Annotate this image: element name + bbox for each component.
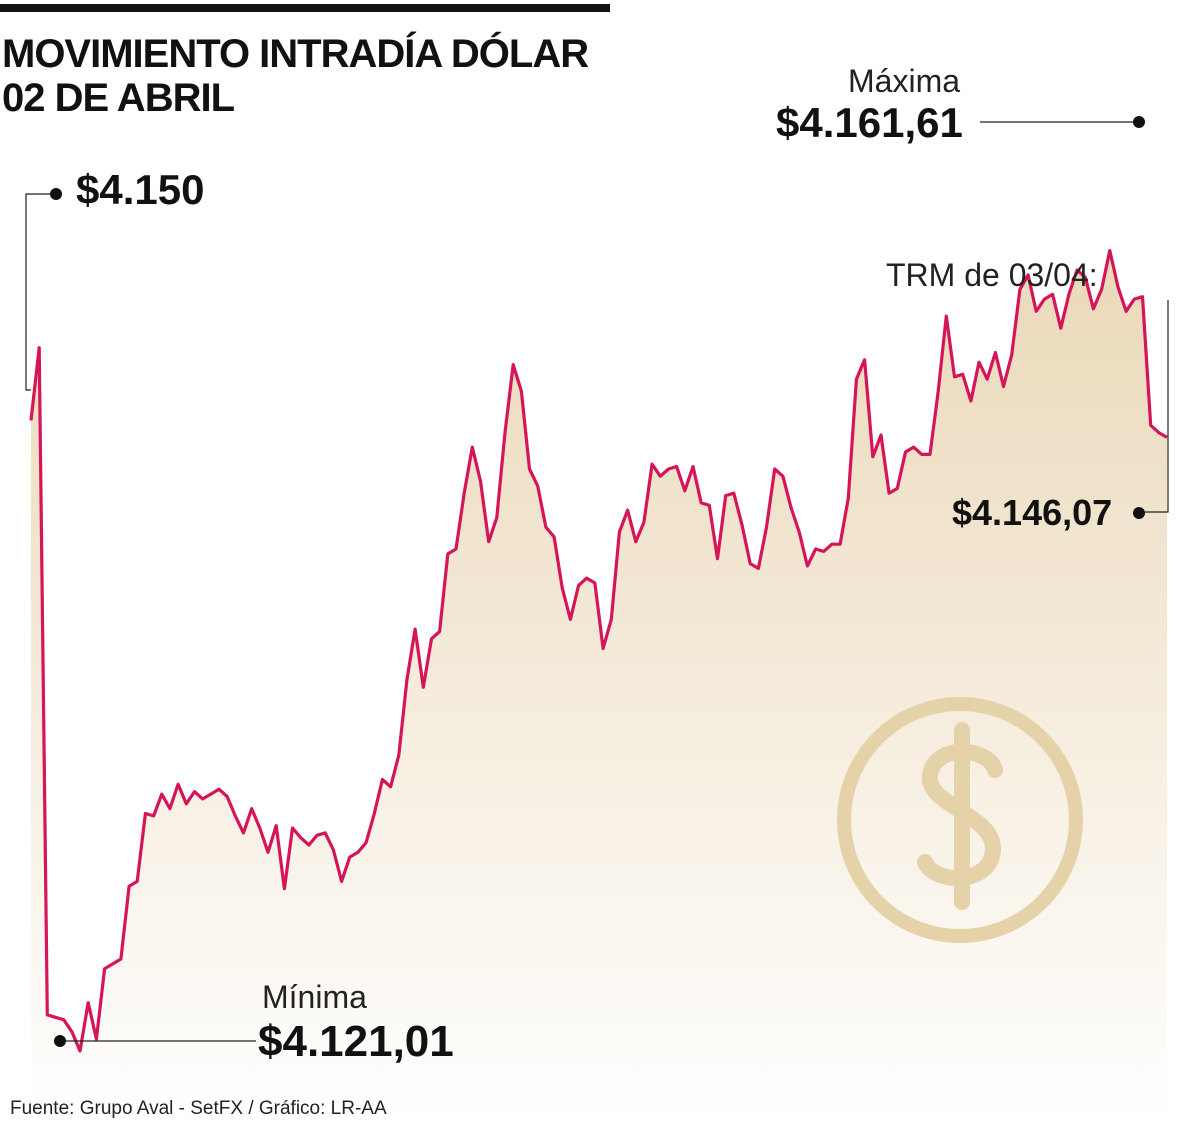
trm-value: $4.146,07 <box>952 492 1112 533</box>
price-line <box>29 249 1168 1053</box>
top-rule <box>0 4 610 12</box>
min-annotation: Mínima $4.121,01 <box>54 979 454 1066</box>
chart-title-line2: 02 DE ABRIL <box>2 76 235 120</box>
max-value: $4.161,61 <box>776 99 963 146</box>
open-leader-line <box>25 193 52 391</box>
max-marker <box>1133 116 1145 128</box>
trm-label: TRM de 03/04: <box>886 257 1098 293</box>
price-area-fill <box>31 250 1167 1124</box>
dollar-coin-icon <box>837 697 1083 943</box>
open-annotation: $4.150 <box>25 166 204 391</box>
max-annotation: Máxima $4.161,61 <box>776 63 1145 146</box>
min-label: Mínima <box>262 979 367 1015</box>
source-note: Fuente: Grupo Aval - SetFX / Gráfico: LR… <box>10 1098 387 1119</box>
max-label: Máxima <box>848 63 960 99</box>
trm-marker <box>1133 507 1145 519</box>
chart-title-line1: MOVIMIENTO INTRADÍA DÓLAR <box>2 32 589 76</box>
trm-leader-line <box>1145 300 1169 513</box>
min-marker <box>54 1035 66 1047</box>
trm-annotation: TRM de 03/04: $4.146,07 <box>886 257 1169 533</box>
min-value: $4.121,01 <box>258 1017 454 1066</box>
open-value: $4.150 <box>76 166 204 213</box>
open-marker <box>50 188 62 200</box>
